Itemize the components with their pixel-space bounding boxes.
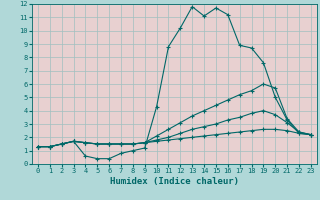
- X-axis label: Humidex (Indice chaleur): Humidex (Indice chaleur): [110, 177, 239, 186]
